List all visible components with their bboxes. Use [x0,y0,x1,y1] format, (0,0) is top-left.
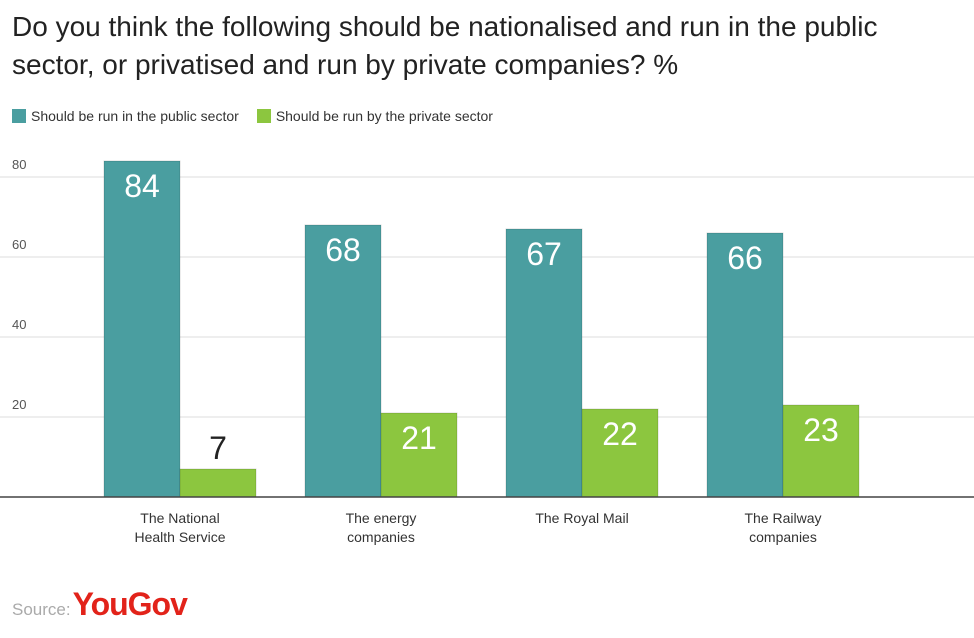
y-tick-label: 40 [12,317,26,332]
legend-swatch-private [256,109,271,123]
legend-swatch-public [12,109,26,123]
source-label: Source: [12,600,71,619]
y-tick-label: 80 [12,157,26,172]
legend: Should be run in the public sector Shoul… [12,106,511,126]
y-tick-label: 20 [12,397,26,412]
x-tick-label: The Railway companies [744,510,821,545]
bar-public [103,160,181,498]
y-tick-label: 60 [12,237,26,252]
data-label: 23 [803,412,839,448]
bar-private [179,468,257,498]
legend-item-private: Should be run by the private sector [256,108,493,124]
data-label: 84 [124,168,160,204]
data-label: 68 [325,232,361,268]
chart-title: Do you think the following should be nat… [12,11,878,80]
bar-public [505,228,583,498]
yougov-logo: YouGov [72,586,188,622]
legend-item-public: Should be run in the public sector [12,108,239,124]
bar-chart: 20 40 60 80 84 7 The National Health Service 68 2… [0,157,974,545]
x-tick-label: The Royal Mail [535,510,628,526]
x-tick-label: The energy companies [346,510,417,545]
data-label: 21 [401,420,437,456]
x-tick-label: The National Health Service [134,510,225,545]
bar-private [782,404,860,498]
bar-private [581,408,659,498]
data-label: 22 [602,416,638,452]
legend-label-private: Should be run by the private sector [275,108,493,124]
data-label: 67 [526,236,562,272]
bar-public [304,224,382,498]
data-label: 7 [209,430,227,466]
data-label: 66 [727,240,763,276]
source-credit: Source: YouGov [12,586,188,623]
legend-label-public: Should be run in the public sector [31,108,239,124]
bar-public [706,232,784,498]
